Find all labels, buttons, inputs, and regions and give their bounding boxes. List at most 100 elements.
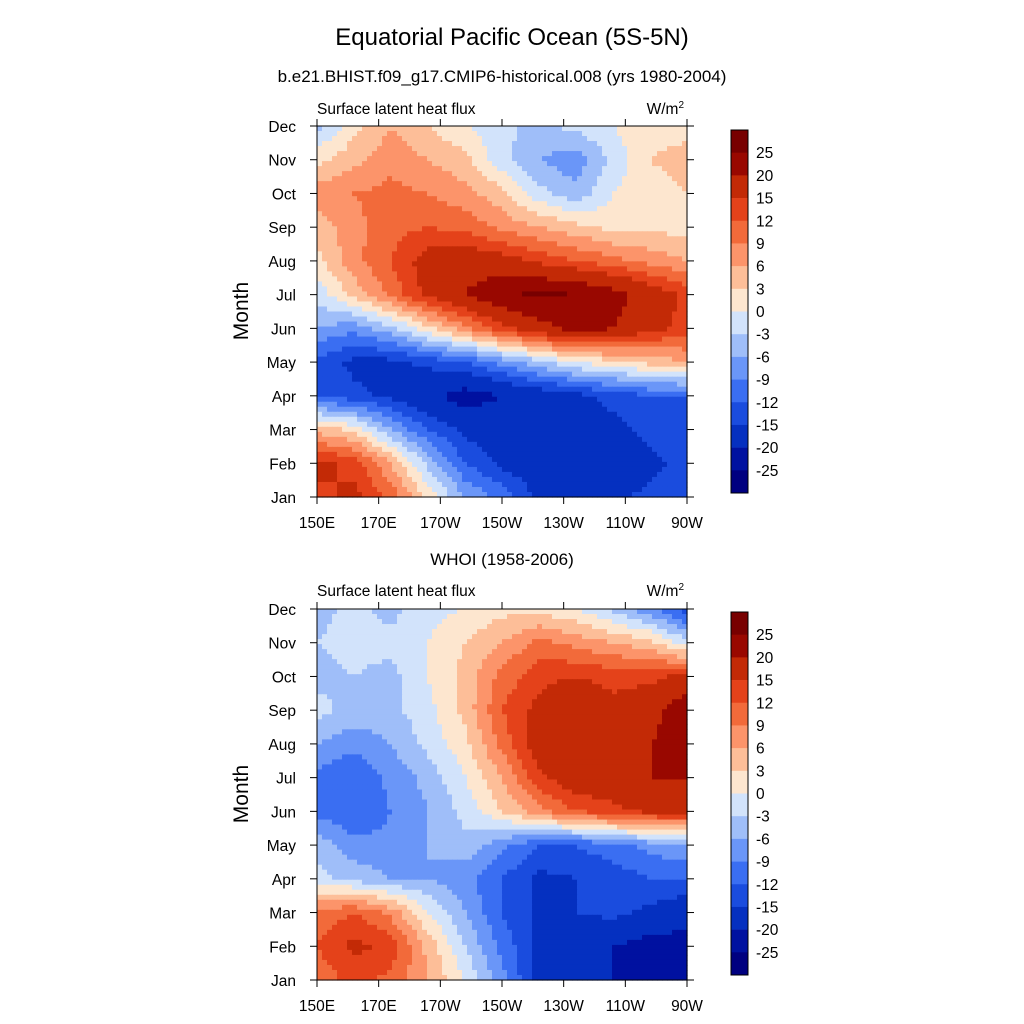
heatmap-cell <box>592 266 598 272</box>
heatmap-cell <box>487 401 493 408</box>
heatmap-cell <box>447 436 453 443</box>
heatmap-cell <box>427 371 433 378</box>
heatmap-cell <box>397 166 403 172</box>
heatmap-cell <box>517 191 523 197</box>
heatmap-cell <box>517 231 523 237</box>
heatmap-cell <box>437 276 443 283</box>
heatmap-cell <box>407 251 413 257</box>
heatmap-cell <box>507 361 513 368</box>
heatmap-cell <box>382 181 388 187</box>
heatmap-cell <box>522 251 528 257</box>
heatmap-cell <box>477 201 483 207</box>
heatmap-cell <box>672 331 678 338</box>
heatmap-cell <box>477 406 483 413</box>
heatmap-cell <box>397 271 403 277</box>
heatmap-cell <box>362 241 368 247</box>
heatmap-cell <box>532 141 538 147</box>
heatmap-cell <box>592 456 598 463</box>
heatmap-cell <box>572 441 578 448</box>
heatmap-cell <box>472 216 478 222</box>
heatmap-cell <box>332 361 338 368</box>
heatmap-cell <box>577 446 583 453</box>
heatmap-cell <box>497 416 503 423</box>
heatmap-cell <box>452 231 458 237</box>
heatmap-cell <box>577 211 583 217</box>
heatmap-cell <box>517 391 523 398</box>
heatmap-cell <box>572 186 578 192</box>
heatmap-cell <box>322 281 328 288</box>
heatmap-cell <box>502 371 508 378</box>
heatmap-cell <box>542 191 548 197</box>
heatmap-cell <box>442 371 448 378</box>
heatmap-cell <box>447 171 453 177</box>
heatmap-cell <box>482 326 488 333</box>
heatmap-cell <box>372 361 378 368</box>
heatmap-cell <box>657 361 663 368</box>
heatmap-cell <box>582 296 588 303</box>
heatmap-cell <box>332 196 338 202</box>
heatmap-cell <box>477 431 483 438</box>
heatmap-cell <box>322 131 328 137</box>
heatmap-cell <box>472 266 478 272</box>
heatmap-cell <box>382 196 388 202</box>
heatmap-cell <box>572 386 578 393</box>
heatmap-cell <box>357 326 363 333</box>
heatmap-cell <box>377 306 383 313</box>
heatmap-cell <box>667 151 673 157</box>
heatmap-cell <box>587 206 593 212</box>
heatmap-cell <box>322 311 328 318</box>
heatmap-cell <box>387 196 393 202</box>
heatmap-cell <box>392 461 398 468</box>
heatmap-cell <box>502 341 508 348</box>
heatmap-cell <box>372 291 378 298</box>
heatmap-cell <box>412 336 418 343</box>
heatmap-cell <box>372 281 378 288</box>
heatmap-cell <box>417 241 423 247</box>
heatmap-cell <box>522 346 528 353</box>
heatmap-cell <box>567 241 573 247</box>
heatmap-cell <box>557 311 563 318</box>
heatmap-cell <box>402 346 408 353</box>
heatmap-cell <box>562 196 568 202</box>
heatmap-cell <box>682 141 688 147</box>
heatmap-cell <box>402 421 408 428</box>
heatmap-cell <box>572 296 578 303</box>
heatmap-cell <box>472 456 478 463</box>
heatmap-cell <box>387 401 393 408</box>
heatmap-cell <box>422 251 428 257</box>
heatmap-cell <box>652 381 658 388</box>
heatmap-cell <box>487 261 493 267</box>
heatmap-cell <box>467 231 473 237</box>
heatmap-cell <box>402 416 408 423</box>
heatmap-cell <box>657 216 663 222</box>
heatmap-cell <box>327 191 333 197</box>
heatmap-cell <box>667 131 673 137</box>
heatmap-cell <box>377 156 383 162</box>
heatmap-cell <box>367 306 373 313</box>
heatmap-cell <box>347 446 353 453</box>
heatmap-cell <box>507 306 513 313</box>
heatmap-cell <box>397 396 403 403</box>
heatmap-cell <box>457 166 463 172</box>
heatmap-cell <box>602 211 608 217</box>
heatmap-cell <box>387 216 393 222</box>
heatmap-cell <box>572 226 578 232</box>
heatmap-cell <box>567 161 573 167</box>
heatmap-cell <box>317 276 323 283</box>
heatmap-cell <box>622 426 628 433</box>
heatmap-cell <box>622 176 628 182</box>
heatmap-cell <box>382 266 388 272</box>
heatmap-cell <box>497 276 503 283</box>
heatmap-cell <box>387 286 393 293</box>
heatmap-cell <box>547 166 553 172</box>
heatmap-cell <box>557 306 563 313</box>
heatmap-cell <box>472 351 478 358</box>
heatmap-cell <box>362 456 368 463</box>
heatmap-cell <box>432 426 438 433</box>
heatmap-cell <box>447 246 453 252</box>
heatmap-cell <box>532 426 538 433</box>
heatmap-cell <box>442 206 448 212</box>
heatmap-cell <box>392 351 398 358</box>
heatmap-cell <box>637 176 643 182</box>
heatmap-cell <box>352 181 358 187</box>
